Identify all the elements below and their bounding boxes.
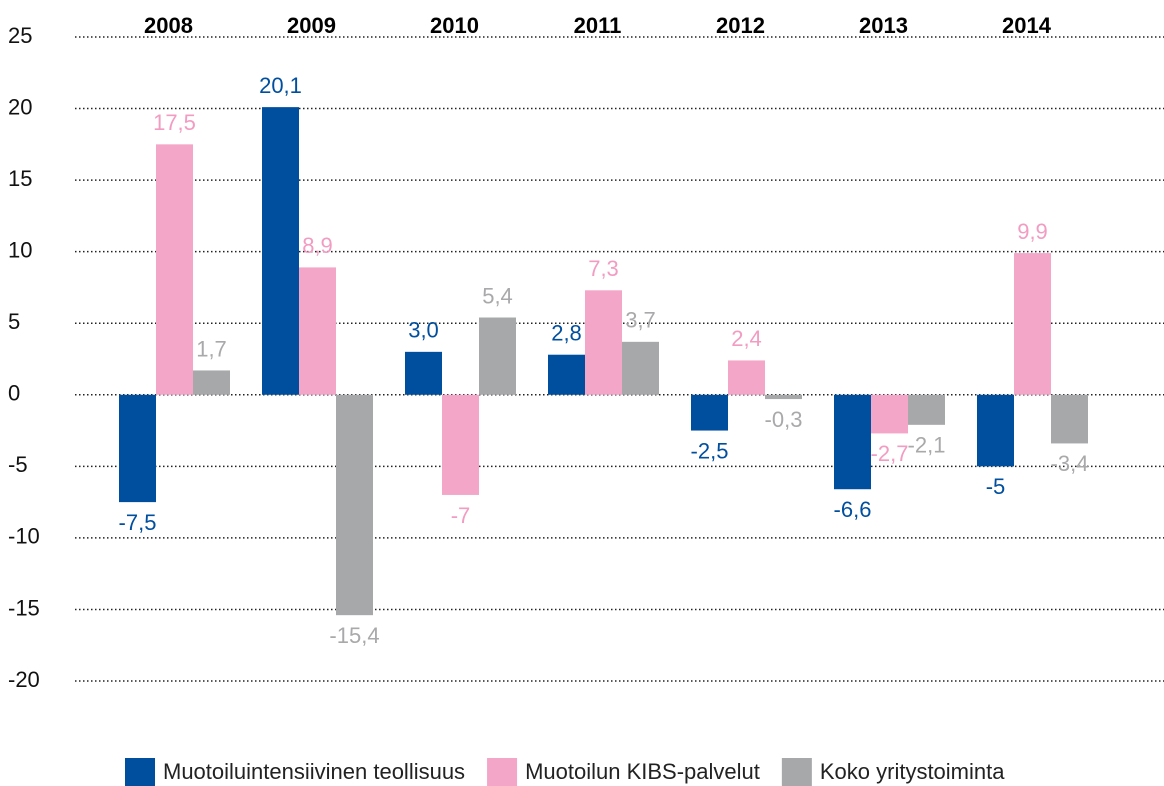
bar [585, 290, 622, 395]
bar [691, 394, 728, 431]
bar [299, 267, 336, 395]
value-label: 8,9 [302, 233, 333, 258]
value-label: -7,5 [119, 510, 157, 535]
y-tick-label: 25 [8, 23, 32, 48]
value-label: 3,0 [408, 318, 439, 343]
bar [908, 394, 945, 425]
value-label: -15,4 [329, 623, 379, 648]
value-label: -6,6 [834, 497, 872, 522]
y-tick-label: 0 [8, 381, 20, 406]
value-label: -2,7 [871, 441, 909, 466]
x-tick-label: 2008 [144, 13, 193, 38]
value-label: -7 [451, 503, 471, 528]
bar [765, 394, 802, 400]
bar [193, 370, 230, 395]
value-label: 17,5 [153, 110, 196, 135]
y-tick-label: -20 [8, 667, 40, 692]
y-tick-label: -10 [8, 524, 40, 549]
value-label: -0,3 [765, 407, 803, 432]
bar [871, 394, 908, 434]
bar [119, 394, 156, 503]
legend-label: Muotoilun KIBS-palvelut [525, 759, 760, 784]
value-label: 2,4 [731, 326, 762, 351]
value-label: 5,4 [482, 283, 513, 308]
value-label: 1,7 [196, 336, 227, 361]
bar [479, 317, 516, 395]
x-tick-label: 2010 [430, 13, 479, 38]
value-label: 7,3 [588, 256, 619, 281]
bar [156, 144, 193, 395]
legend-label: Koko yritystoiminta [820, 759, 1005, 784]
value-label: -2,5 [691, 438, 729, 463]
y-tick-label: 20 [8, 94, 32, 119]
x-tick-label: 2013 [859, 13, 908, 38]
bar [548, 354, 585, 395]
legend-swatch [125, 758, 155, 786]
value-label: -5 [986, 474, 1006, 499]
x-tick-label: 2009 [287, 13, 336, 38]
y-tick-label: 5 [8, 309, 20, 334]
value-label: 9,9 [1017, 219, 1048, 244]
legend-swatch [487, 758, 518, 786]
bar [442, 394, 479, 495]
bar [1014, 253, 1051, 395]
x-tick-label: 2011 [574, 13, 622, 38]
bar [622, 341, 659, 395]
bar [262, 107, 299, 395]
value-label: 20,1 [259, 73, 302, 98]
value-label: -3,4 [1051, 451, 1089, 476]
legend-swatch [781, 758, 812, 786]
y-tick-label: 15 [8, 166, 32, 191]
y-tick-label: -15 [8, 595, 40, 620]
value-label: -2,1 [908, 433, 946, 458]
bar [405, 351, 442, 395]
bar [336, 394, 373, 616]
bar [977, 394, 1014, 467]
x-tick-label: 2012 [716, 13, 765, 38]
bar [834, 394, 871, 490]
bar [1051, 394, 1088, 444]
value-label: 2,8 [551, 321, 582, 346]
legend-label: Muotoiluintensiivinen teollisuus [163, 759, 465, 784]
bar [728, 360, 765, 395]
value-label: 3,7 [625, 308, 656, 333]
y-tick-label: -5 [8, 452, 28, 477]
y-tick-label: 10 [8, 237, 32, 262]
x-tick-label: 2014 [1002, 13, 1052, 38]
